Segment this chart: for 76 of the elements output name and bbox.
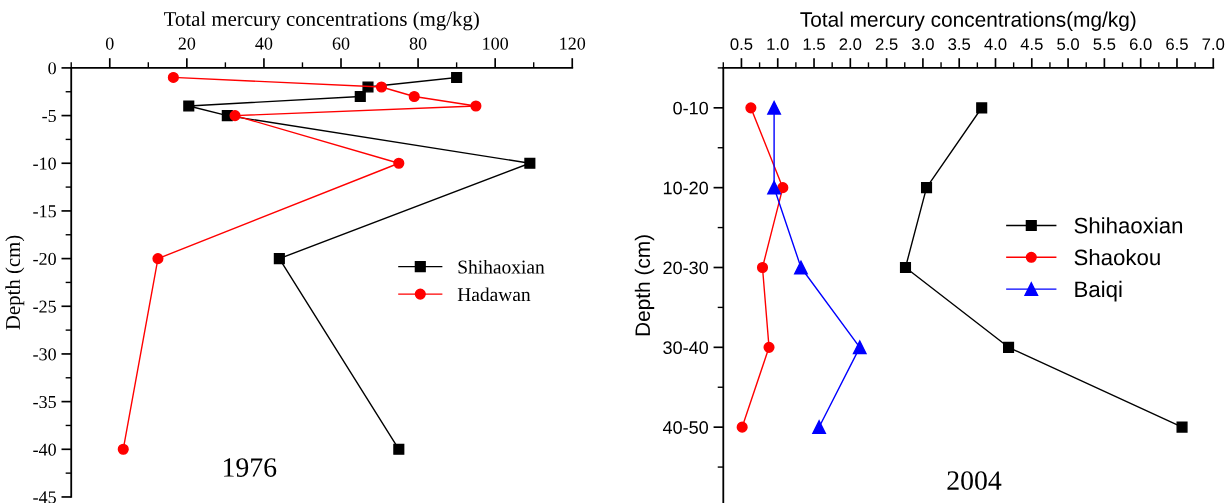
x-tick-label: 40 <box>255 37 273 50</box>
y-tick-label: 0-10 <box>673 101 709 115</box>
point <box>1003 341 1015 353</box>
point <box>976 102 988 114</box>
y-tick-label: -20 <box>33 252 56 266</box>
legend-label: Shaokou <box>1074 248 1160 266</box>
point <box>229 110 241 122</box>
point <box>375 81 388 93</box>
point <box>763 341 775 353</box>
point <box>794 260 808 275</box>
legend-label: Shihaoxian <box>1074 217 1183 234</box>
y-tick-label: -10 <box>33 157 56 170</box>
point <box>354 90 366 103</box>
x-tick-label: 4.0 <box>984 38 1007 51</box>
x-tick-label: 1.5 <box>803 38 825 51</box>
x-tick-label: 0 <box>105 37 114 50</box>
x-axis-title: Total mercury concentrations(mg/kg) <box>800 11 1136 31</box>
point <box>852 340 867 355</box>
y-tick-label: -45 <box>33 491 56 503</box>
y-tick-label: -30 <box>33 348 56 361</box>
x-tick-label: 60 <box>332 37 350 50</box>
x-tick-label: 5.0 <box>1057 38 1080 51</box>
y-tick-label: 0 <box>48 62 56 75</box>
point <box>408 90 420 103</box>
x-tick-label: 3.5 <box>948 38 971 51</box>
y-tick-label: -40 <box>33 443 56 456</box>
y-tick-label: 20-30 <box>663 261 709 275</box>
point <box>393 157 405 169</box>
x-tick-label: 6.5 <box>1166 38 1188 51</box>
x-tick-label: 6.0 <box>1129 38 1152 51</box>
point <box>393 443 405 455</box>
y-axis-title: Depth (cm) <box>634 235 655 336</box>
annotation: 1976 <box>223 458 277 477</box>
annotation: 2004 <box>947 471 1002 490</box>
point <box>183 100 195 112</box>
y-tick-label: 40-50 <box>662 421 709 434</box>
y-axis-title: Depth (cm) <box>5 235 25 330</box>
point <box>273 253 285 265</box>
point <box>756 261 769 274</box>
x-tick-label: 80 <box>409 37 427 50</box>
x-tick-label: 2.0 <box>839 38 862 51</box>
y-tick-label: -15 <box>33 205 56 218</box>
x-tick-label: 120 <box>560 37 586 50</box>
point <box>451 71 463 83</box>
point <box>767 100 782 115</box>
x-tick-label: 4.5 <box>1020 38 1043 51</box>
point <box>1176 421 1188 433</box>
point <box>777 182 789 194</box>
point <box>117 443 129 455</box>
point <box>470 100 482 112</box>
y-tick-label: -25 <box>33 300 56 313</box>
point <box>745 102 757 114</box>
x-tick-label: 0.5 <box>730 38 753 51</box>
x-tick-label: 5.5 <box>1093 38 1116 51</box>
legend-label: Shihaoxian <box>458 259 545 274</box>
x-axis-title: Total mercury concentrations (mg/kg) <box>164 11 479 31</box>
y-tick-label: -5 <box>42 110 56 123</box>
x-tick-label: 100 <box>483 37 509 50</box>
point <box>812 420 827 435</box>
x-tick-label: 1.0 <box>767 38 789 51</box>
x-tick-label: 20 <box>178 37 196 50</box>
y-tick-label: 10-20 <box>663 181 709 195</box>
point <box>899 261 912 274</box>
x-tick-label: 2.5 <box>875 38 898 51</box>
y-tick-label: 30-40 <box>663 341 709 355</box>
point <box>736 421 748 433</box>
point <box>152 253 164 265</box>
x-tick-label: 7.0 <box>1202 38 1225 51</box>
point <box>767 180 782 195</box>
y-tick-label: -35 <box>33 395 56 409</box>
legend-label: Baiqi <box>1075 280 1122 302</box>
x-tick-label: 3.0 <box>911 38 934 51</box>
legend-label: Hadawan <box>457 287 531 302</box>
point <box>524 157 536 169</box>
point <box>167 71 179 83</box>
point <box>920 182 933 194</box>
